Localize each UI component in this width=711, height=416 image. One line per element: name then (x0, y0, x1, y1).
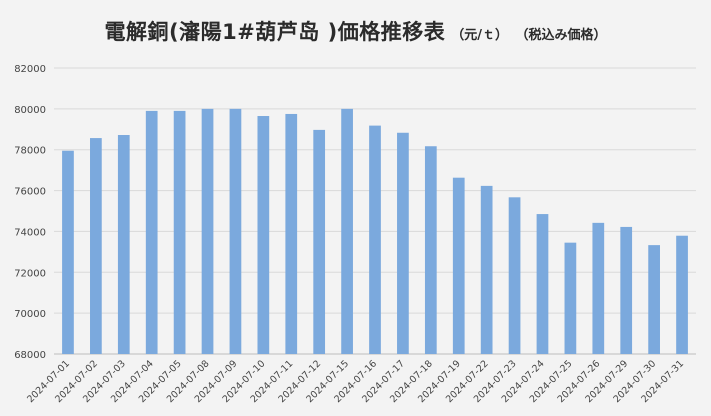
bar (424, 146, 437, 354)
chart-unit-label: （元/ｔ） (451, 28, 508, 43)
bar (285, 113, 298, 354)
bar (201, 108, 214, 354)
bar (564, 242, 577, 354)
bar (536, 214, 549, 354)
y-tick-label: 68000 (14, 350, 46, 361)
y-tick-label: 78000 (14, 146, 46, 157)
bar (62, 150, 74, 354)
bar (229, 108, 242, 354)
bar (313, 129, 326, 354)
bar (90, 138, 102, 354)
chart-title: 電解銅(瀋陽1#葫芦岛 )価格推移表 (104, 20, 446, 44)
bar (676, 235, 688, 354)
chart-subtitle: （税込み価格） (521, 28, 607, 43)
y-tick-label: 80000 (14, 105, 46, 116)
bar (257, 116, 270, 354)
bar (592, 222, 605, 354)
bar (369, 125, 381, 354)
bar (480, 185, 493, 354)
bar (508, 197, 521, 354)
y-tick-label: 76000 (14, 187, 46, 198)
y-tick-label: 82000 (14, 64, 46, 75)
chart-title-row: 電解銅(瀋陽1#葫芦岛 )価格推移表 （元/ｔ） （税込み価格） (0, 16, 711, 46)
bar (620, 226, 633, 354)
bar (117, 135, 130, 354)
y-tick-label: 70000 (14, 309, 46, 320)
y-tick-label: 72000 (14, 268, 46, 279)
bar (397, 132, 409, 354)
bar (145, 110, 158, 355)
bar (341, 108, 353, 354)
y-tick-label: 74000 (14, 227, 46, 238)
bar (452, 177, 465, 354)
bar (173, 110, 186, 355)
bar (648, 245, 660, 354)
